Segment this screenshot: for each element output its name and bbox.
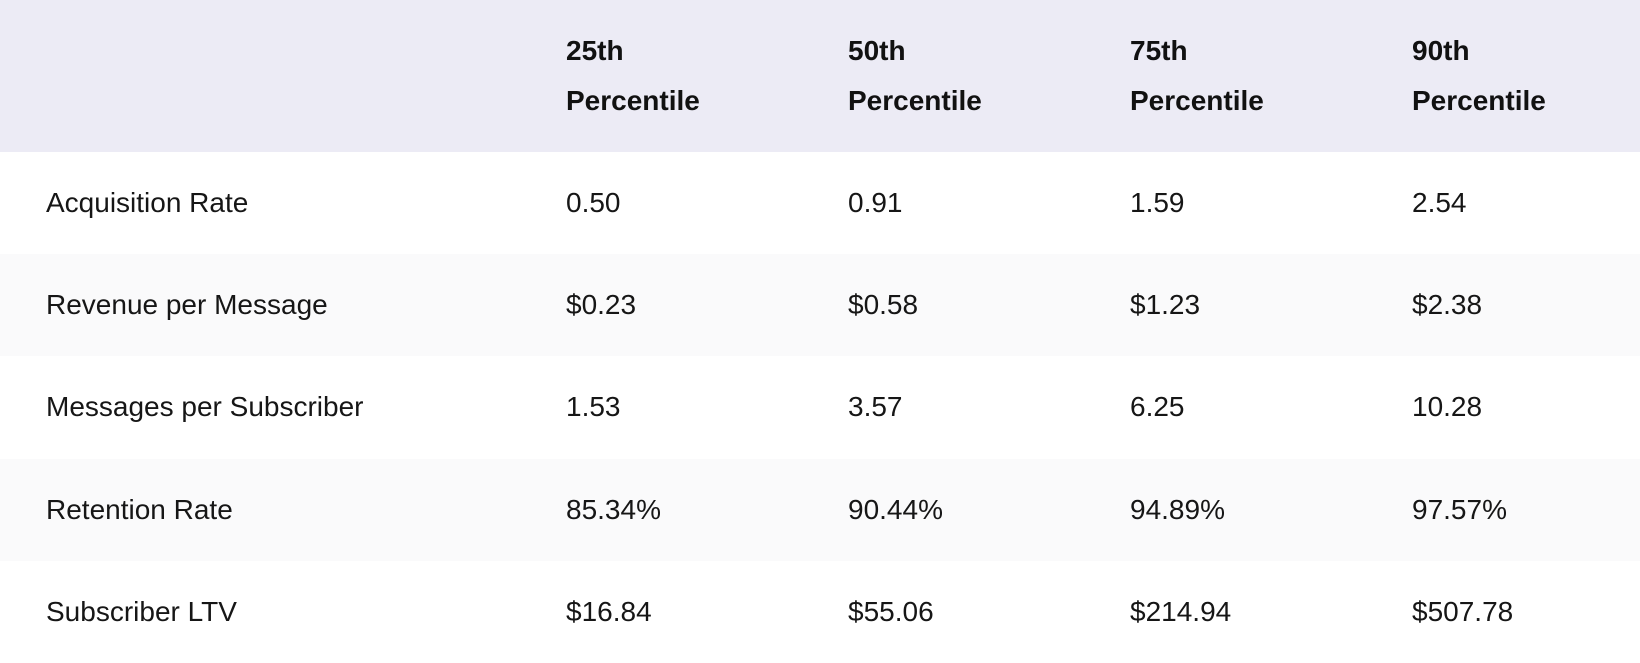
cell-value: 0.91 (848, 187, 903, 219)
cell-value: $507.78 (1412, 595, 1514, 627)
column-header-90th-percentile: 90th Percentile (1412, 0, 1640, 152)
table-body: Acquisition Rate 0.50 0.91 1.59 2.54 Rev… (0, 152, 1640, 663)
cell-value: 2.54 (1412, 187, 1467, 219)
cell-value: $55.06 (848, 595, 934, 627)
cell-value: 0.50 (566, 187, 621, 219)
cell-value: 3.57 (848, 391, 903, 423)
cell-value: $1.23 (1130, 289, 1201, 321)
column-header-50th-percentile: 50th Percentile (848, 0, 1130, 152)
table-row-retention-rate: Retention Rate 85.34% 90.44% 94.89% 97.5… (0, 458, 1640, 561)
cell-value: 6.25 (1130, 391, 1185, 423)
cell-value: 1.59 (1130, 187, 1185, 219)
cell-value: 85.34% (566, 493, 661, 525)
metric-column-header (0, 0, 566, 152)
column-header-25th-percentile: 25th Percentile (566, 0, 848, 152)
column-header-label: 90th Percentile (1412, 35, 1546, 116)
metric-label: Retention Rate (46, 493, 233, 525)
table-row-messages-per-subscriber: Messages per Subscriber 1.53 3.57 6.25 1… (0, 356, 1640, 459)
cell-value: $214.94 (1130, 595, 1232, 627)
column-header-label: 25th Percentile (566, 35, 700, 116)
cell-value: 90.44% (848, 493, 943, 525)
table-header: 25th Percentile 50th Percentile 75th Per… (0, 0, 1640, 152)
metric-label: Acquisition Rate (46, 187, 249, 219)
cell-value: $16.84 (566, 595, 652, 627)
column-header-label: 50th Percentile (848, 35, 982, 116)
cell-value: 94.89% (1130, 493, 1225, 525)
cell-value: 10.28 (1412, 391, 1483, 423)
metric-label: Messages per Subscriber (46, 391, 364, 423)
cell-value: 1.53 (566, 391, 621, 423)
table-row-revenue-per-message: Revenue per Message $0.23 $0.58 $1.23 $2… (0, 254, 1640, 357)
metric-label: Subscriber LTV (46, 595, 237, 627)
cell-value: $0.23 (566, 289, 637, 321)
table-row-subscriber-ltv: Subscriber LTV $16.84 $55.06 $214.94 $50… (0, 560, 1640, 663)
cell-value: 97.57% (1412, 493, 1507, 525)
cell-value: $0.58 (848, 289, 919, 321)
metric-label: Revenue per Message (46, 289, 328, 321)
column-header-75th-percentile: 75th Percentile (1130, 0, 1412, 152)
cell-value: $2.38 (1412, 289, 1483, 321)
table-row-acquisition-rate: Acquisition Rate 0.50 0.91 1.59 2.54 (0, 152, 1640, 255)
table-header-row: 25th Percentile 50th Percentile 75th Per… (0, 0, 1640, 152)
column-header-label: 75th Percentile (1130, 35, 1264, 116)
